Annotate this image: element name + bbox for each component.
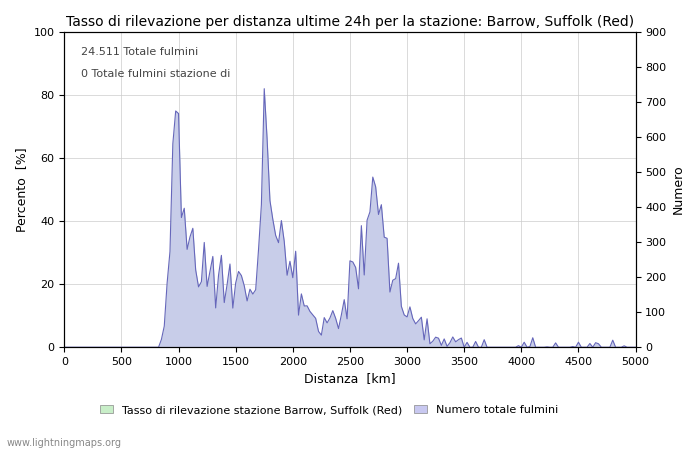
X-axis label: Distanza  [km]: Distanza [km] xyxy=(304,373,396,386)
Text: 24.511 Totale fulmini: 24.511 Totale fulmini xyxy=(81,47,199,57)
Text: 0 Totale fulmini stazione di: 0 Totale fulmini stazione di xyxy=(81,69,231,80)
Legend: Tasso di rilevazione stazione Barrow, Suffolk (Red), Numero totale fulmini: Tasso di rilevazione stazione Barrow, Su… xyxy=(95,401,563,420)
Y-axis label: Percento  [%]: Percento [%] xyxy=(15,147,28,232)
Text: www.lightningmaps.org: www.lightningmaps.org xyxy=(7,438,122,448)
Title: Tasso di rilevazione per distanza ultime 24h per la stazione: Barrow, Suffolk (R: Tasso di rilevazione per distanza ultime… xyxy=(66,15,634,29)
Y-axis label: Numero: Numero xyxy=(672,165,685,214)
